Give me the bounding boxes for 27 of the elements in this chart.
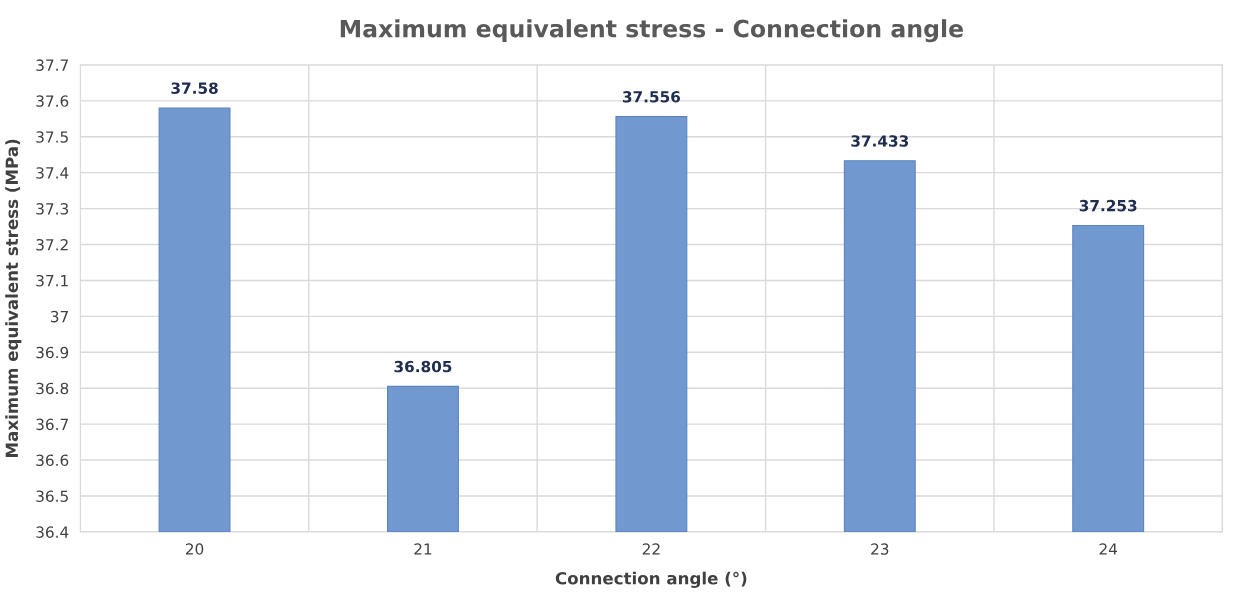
y-tick-label: 37.6 xyxy=(36,95,69,107)
x-tick-label: 22 xyxy=(642,543,660,555)
y-tick-label: 37.5 xyxy=(36,131,68,143)
y-tick-label: 37 xyxy=(50,310,68,323)
x-axis-title: Connection angle (°) xyxy=(555,571,747,588)
y-axis-title: Maximum equivalent stress (MPa) xyxy=(5,139,22,457)
data-label: 37.556 xyxy=(622,91,681,103)
y-tick-label: 36.9 xyxy=(36,346,69,359)
x-tick-label: 23 xyxy=(871,543,889,555)
y-tick-label: 36.8 xyxy=(36,382,69,395)
y-tick-label: 37.1 xyxy=(36,274,68,287)
y-tick-label: 37.7 xyxy=(36,59,68,71)
data-label: 36.805 xyxy=(394,360,452,373)
data-label: 37.58 xyxy=(171,82,218,94)
y-tick-label: 36.5 xyxy=(36,490,68,502)
y-tick-label: 36.6 xyxy=(36,454,69,467)
data-label: 37.253 xyxy=(1079,199,1137,212)
y-tick-label: 37.4 xyxy=(36,167,69,179)
chart-title: Maximum equivalent stress - Connection angle xyxy=(340,19,963,43)
x-tick-label: 20 xyxy=(185,543,204,555)
x-tick-label: 24 xyxy=(1099,543,1118,555)
x-tick-label: 21 xyxy=(414,543,432,555)
y-tick-label: 37.3 xyxy=(36,203,68,215)
y-tick-label: 36.4 xyxy=(36,526,69,538)
y-tick-label: 36.7 xyxy=(36,418,68,431)
y-tick-label: 37.2 xyxy=(36,238,68,251)
data-label: 37.433 xyxy=(851,135,909,147)
